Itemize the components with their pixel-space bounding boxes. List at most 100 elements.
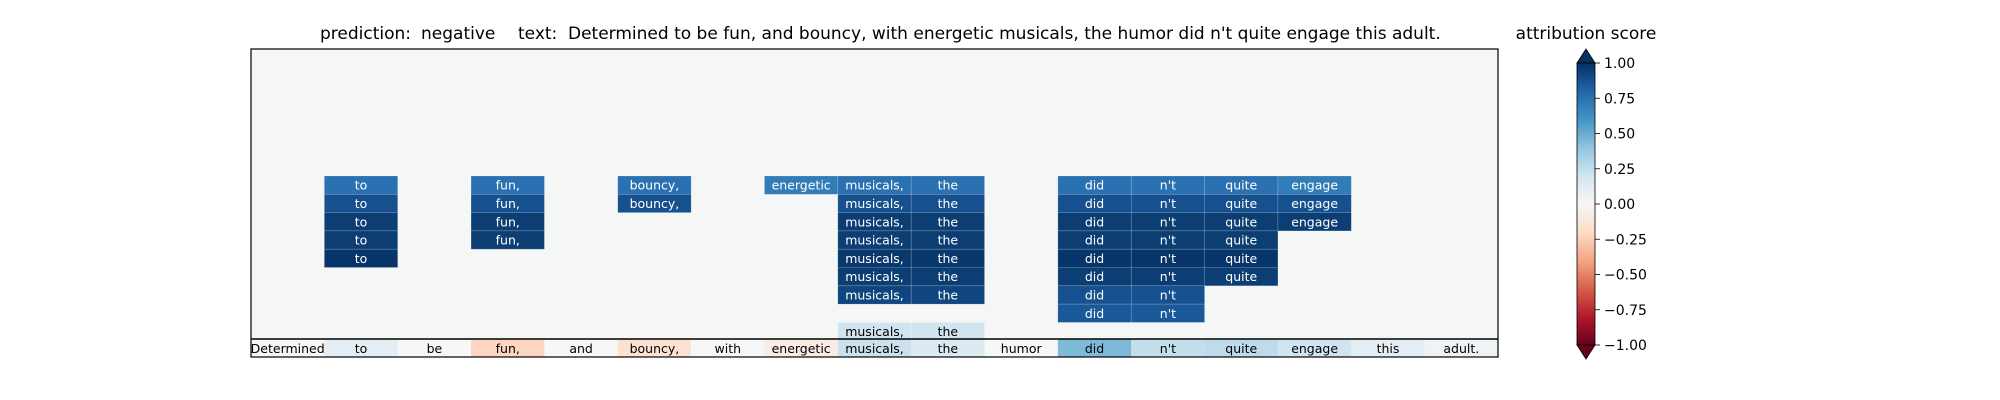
attr-label-7-0: energetic [772,178,831,193]
attr-label-5-1: bouncy, [630,196,680,211]
attr-label-12-5: n't [1160,269,1176,284]
attr-cell-14-2 [1277,212,1352,232]
title-text-label: text: [518,24,557,44]
token-label-4: and [569,341,593,356]
colorbar-tick-label-3: 0.25 [1604,162,1635,178]
token-label-13: quite [1225,341,1257,356]
attr-label-8-3: musicals, [845,233,904,248]
attr-label-12-4: n't [1160,251,1176,266]
colorbar-tick-label-4: 0.00 [1604,197,1635,213]
token-label-11: did [1085,341,1104,356]
colorbar-bottom-extend [1576,344,1596,360]
attr-label-9-1: the [938,196,959,211]
attr-label-11-1: did [1085,196,1104,211]
attr-cell-12-6 [1130,285,1205,305]
title-prediction-value: negative [421,24,495,44]
colorbar-tick-label-1: 0.75 [1604,91,1635,107]
token-cell-3 [471,339,545,357]
token-cell-1 [324,339,398,357]
token-label-12: n't [1160,341,1176,356]
attr-label-9-5: the [938,269,959,284]
attr-cell-9-6 [910,285,985,305]
attr-label-9-0: the [938,178,959,193]
attr-cell-5-1 [617,194,692,213]
attr-label-13-5: quite [1225,269,1257,284]
attr-label-11-7: did [1085,306,1104,321]
token-label-2: be [427,341,443,356]
token-label-7: energetic [772,341,831,356]
token-label-6: with [715,341,742,356]
colorbar-top-extend [1576,48,1596,64]
attr-label-9-2: the [938,214,959,229]
token-cell-10 [984,339,1058,357]
attr-label-8-1: musicals, [845,196,904,211]
colorbar [1576,62,1596,346]
token-cell-15 [1351,339,1425,357]
colorbar-tick-label-2: 0.50 [1604,127,1635,143]
attr-label-3-2: fun, [496,214,520,229]
colorbar-tick-label-0: 1.00 [1604,56,1635,72]
token-cell-11 [1057,339,1132,357]
attr-label-11-5: did [1085,269,1104,284]
attr-label-9-8: the [938,324,959,339]
attr-label-8-4: musicals, [845,251,904,266]
colorbar-tick-label-7: −0.75 [1604,303,1647,319]
token-row: Determined to be fun, and bouncy, with energeti… [251,339,1498,357]
title-prediction-label: prediction: [320,24,411,44]
token-label-0: Determined [251,341,325,356]
token-label-9: the [938,341,959,356]
attr-label-13-4: quite [1225,251,1257,266]
token-cell-0 [251,339,325,357]
attr-label-12-7: n't [1160,306,1176,321]
token-cell-6 [691,339,765,357]
colorbar-title: attribution score [1516,24,1657,44]
attr-label-1-1: to [355,196,368,211]
attr-label-12-6: n't [1160,287,1176,302]
token-label-15: this [1377,341,1400,356]
attr-label-3-1: fun, [496,196,520,211]
token-cell-8 [837,339,912,357]
attr-label-11-3: did [1085,233,1104,248]
token-cell-7 [764,339,838,357]
attr-label-12-3: n't [1160,233,1176,248]
token-cell-2 [397,339,472,357]
attr-label-11-2: did [1085,214,1104,229]
attr-label-8-6: musicals, [845,287,904,302]
token-label-8: musicals, [845,341,904,356]
attr-label-14-2: engage [1291,214,1338,229]
attr-cell-3-3 [470,230,545,250]
attr-label-13-0: quite [1225,178,1257,193]
token-label-10: humor [1001,341,1043,356]
attr-label-13-3: quite [1225,233,1257,248]
attr-label-9-3: the [938,233,959,248]
attr-label-3-0: fun, [496,178,520,193]
attr-label-14-1: engage [1291,196,1338,211]
token-label-5: bouncy, [630,341,680,356]
attr-cell-11-7 [1057,303,1132,323]
token-cell-5 [617,339,692,357]
token-cell-12 [1131,339,1205,357]
colorbar-ticks: 1.00 0.75 0.50 0.25 0.00 −0.25 −0.50 −0.75 −1.00 [1595,56,1647,354]
attr-label-8-2: musicals, [845,214,904,229]
attr-label-14-0: engage [1291,178,1338,193]
attr-label-1-4: to [355,251,368,266]
attr-label-11-4: did [1085,251,1104,266]
token-cell-16 [1424,339,1498,357]
attribution-cells: to to to to to fun, fun, fun, fun, bouncy, bouncy,… [324,175,1352,341]
attr-label-8-0: musicals, [845,178,904,193]
attr-label-11-0: did [1085,178,1104,193]
attr-cell-12-7 [1130,303,1205,323]
attr-cell-1-4 [324,248,399,268]
attr-label-8-5: musicals, [845,269,904,284]
token-label-16: adult. [1443,341,1479,356]
token-cell-4 [544,339,618,357]
attr-label-9-6: the [938,287,959,302]
colorbar-tick-label-6: −0.50 [1604,268,1647,284]
colorbar-tick-label-8: −1.00 [1604,338,1647,354]
attr-label-8-8: musicals, [845,324,904,339]
colorbar-tick-label-5: −0.25 [1604,232,1647,248]
attr-label-9-4: the [938,251,959,266]
attr-label-12-2: n't [1160,214,1176,229]
attr-label-12-1: n't [1160,196,1176,211]
